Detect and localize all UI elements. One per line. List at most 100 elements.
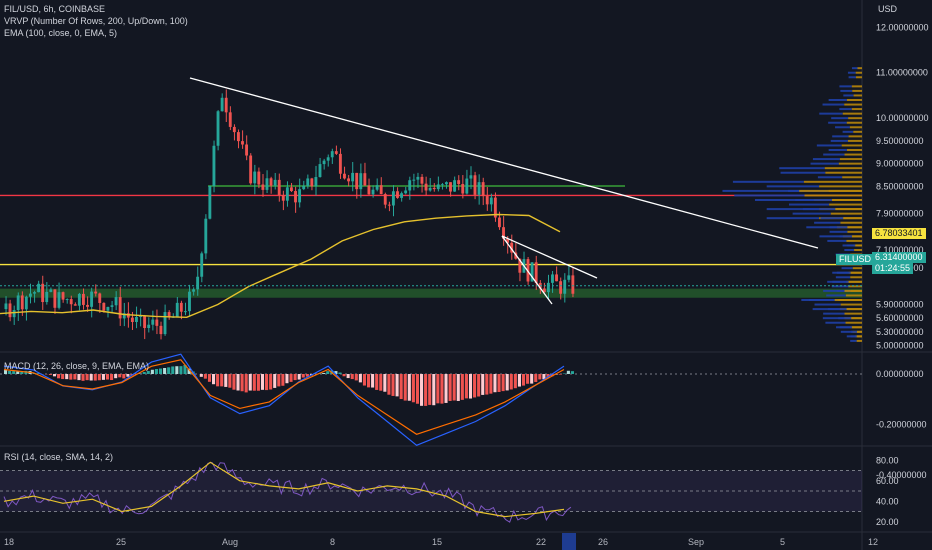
ema-legend[interactable]: EMA (100, close, 0, EMA, 5) <box>4 28 118 38</box>
volume-bar <box>806 226 837 229</box>
candle-body <box>122 313 126 319</box>
volume-bar <box>846 308 862 311</box>
volume-bar <box>799 189 862 192</box>
macd-histogram-bar <box>379 374 383 391</box>
macd-axis-label: 0.00000000 <box>876 369 924 379</box>
volume-bar <box>822 103 845 106</box>
candle-body <box>363 173 367 186</box>
macd-histogram-bar <box>228 374 232 388</box>
macd-histogram-bar <box>334 371 338 374</box>
macd-histogram-bar <box>175 366 179 374</box>
candle-body <box>110 305 114 307</box>
macd-histogram-bar <box>322 373 326 374</box>
volume-bar <box>839 158 862 161</box>
volume-bar <box>835 208 862 211</box>
candle-body <box>269 178 273 186</box>
macd-histogram-bar <box>244 374 248 393</box>
candle-body <box>343 173 346 179</box>
macd-histogram-bar <box>273 374 277 388</box>
volume-bar <box>803 180 862 183</box>
volume-bar <box>801 299 835 301</box>
macd-histogram-bar <box>521 374 526 386</box>
volume-bar <box>856 339 862 342</box>
macd-histogram-bar <box>105 374 110 380</box>
macd-histogram-bar <box>167 367 171 374</box>
price-axis-label: 9.00000000 <box>876 159 924 169</box>
macd-histogram-bar <box>220 374 224 387</box>
macd-histogram-bar <box>73 374 77 380</box>
volume-bar <box>852 267 862 270</box>
macd-histogram-bar <box>110 374 114 381</box>
volume-bar <box>851 235 862 238</box>
volume-bar <box>831 285 849 288</box>
macd-histogram-bar <box>179 366 183 374</box>
macd-histogram-bar <box>260 374 265 390</box>
volume-bar <box>824 167 862 170</box>
price-axis-label: 7.90000000 <box>876 209 924 219</box>
macd-axis-label: -0.40000000 <box>876 470 927 480</box>
candle-body <box>49 289 53 292</box>
macd-histogram-bar <box>81 374 85 381</box>
candle-body <box>506 238 510 243</box>
time-axis-label: 5 <box>780 537 785 547</box>
macd-histogram-bar <box>501 374 505 392</box>
macd-histogram-bar <box>513 374 517 389</box>
macd-histogram-bar <box>252 374 256 391</box>
macd-histogram-bar <box>150 369 154 374</box>
candle-body <box>192 289 195 292</box>
volume-bar <box>829 230 848 233</box>
candle-body <box>387 204 391 206</box>
macd-histogram-bar <box>428 374 432 405</box>
macd-histogram-bar <box>489 374 493 394</box>
volume-bar <box>850 339 857 342</box>
vrvp-legend[interactable]: VRVP (Number Of Rows, 200, Up/Down, 100) <box>4 16 188 26</box>
macd-histogram-bar <box>432 374 436 406</box>
macd-histogram-bar <box>224 374 228 387</box>
volume-bar <box>754 199 814 201</box>
macd-histogram-bar <box>212 374 216 385</box>
candle-body <box>412 179 416 181</box>
volume-bar <box>795 199 832 201</box>
volume-bar <box>766 185 820 188</box>
volume-bar <box>825 321 846 324</box>
volume-bar <box>852 89 862 92</box>
volume-bar <box>830 139 848 142</box>
price-axis-label: 5.60000000 <box>876 313 924 323</box>
time-axis-label: 25 <box>116 537 126 547</box>
candle-body <box>326 157 330 161</box>
volume-bar <box>819 185 862 188</box>
macd-histogram-bar <box>493 374 497 393</box>
volume-bar <box>802 208 836 211</box>
volume-bar <box>855 244 862 247</box>
volume-bar <box>812 158 840 161</box>
candle-body <box>457 180 461 184</box>
candle-body <box>4 303 8 310</box>
candle-body <box>163 312 167 335</box>
macd-histogram-bar <box>436 374 440 404</box>
candle-body <box>469 175 473 179</box>
candle-body <box>106 306 110 311</box>
rsi-legend[interactable]: RSI (14, close, SMA, 14, 2) <box>4 452 114 462</box>
volume-bar <box>841 144 862 147</box>
macd-histogram-bar <box>530 374 534 384</box>
candle-body <box>518 258 522 273</box>
price-axis-label: 9.50000000 <box>876 136 924 146</box>
candle-body <box>220 97 224 112</box>
volume-bar <box>832 135 849 138</box>
candle-body <box>114 297 118 306</box>
macd-histogram-bar <box>375 374 379 390</box>
candle-body <box>57 292 61 308</box>
macd-legend[interactable]: MACD (12, 26, close, 9, EMA, EMA) <box>4 361 150 371</box>
candle-body <box>428 187 432 191</box>
volume-bar <box>734 194 805 197</box>
candle-body <box>334 151 338 154</box>
candle-body <box>261 184 265 190</box>
candle-body <box>444 182 448 185</box>
volume-bar <box>825 171 862 174</box>
symbol-legend[interactable]: FIL/USD, 6h, COINBASE <box>4 4 106 14</box>
macd-histogram-bar <box>391 374 395 396</box>
candle-body <box>12 310 16 318</box>
volume-bar <box>839 326 852 329</box>
volume-bar <box>838 162 862 165</box>
